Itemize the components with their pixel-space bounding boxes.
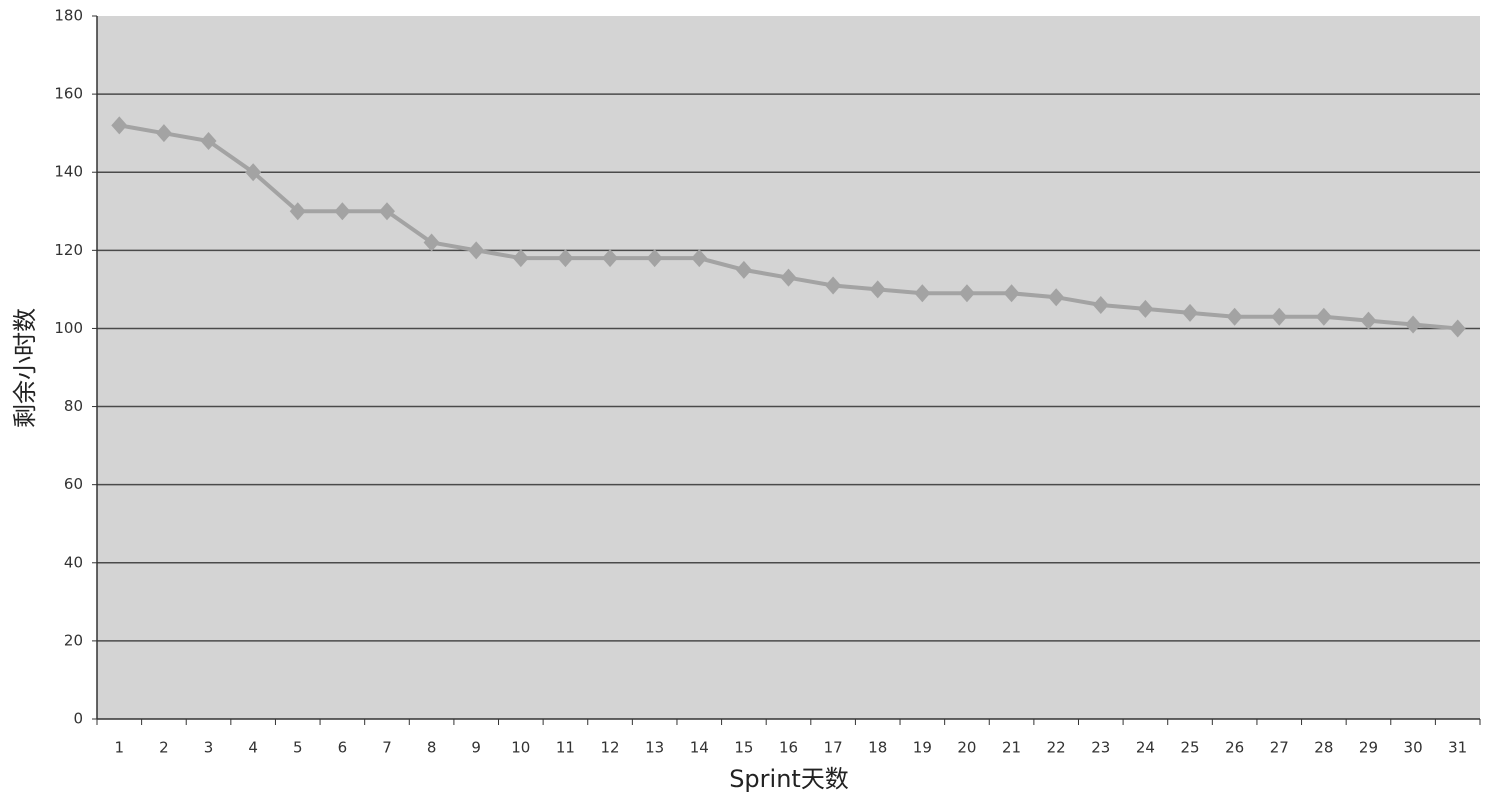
marker	[646, 249, 663, 268]
x-tick-label: 24	[1136, 739, 1155, 757]
y-tick-label: 20	[64, 631, 83, 649]
marker	[602, 249, 619, 268]
x-tick-label: 31	[1448, 739, 1467, 757]
x-tick-label: 27	[1270, 739, 1289, 757]
x-tick-label: 25	[1180, 739, 1199, 757]
marker	[1405, 315, 1422, 334]
marker	[245, 163, 262, 182]
y-tick-label: 40	[64, 553, 83, 571]
marker	[200, 131, 217, 150]
marker	[423, 233, 440, 252]
marker	[557, 249, 574, 268]
x-tick-label: 26	[1225, 739, 1244, 757]
marker	[1271, 307, 1288, 326]
plot-area	[97, 16, 1480, 719]
x-tick-label: 18	[868, 739, 887, 757]
marker	[1048, 288, 1065, 307]
x-tick-label: 13	[645, 739, 664, 757]
x-tick-label: 12	[601, 739, 620, 757]
marker	[1226, 307, 1243, 326]
x-tick-label: 22	[1047, 739, 1066, 757]
x-tick-label: 6	[338, 739, 348, 757]
x-tick-label: 30	[1404, 739, 1423, 757]
marker	[378, 202, 395, 221]
y-tick-label: 140	[54, 163, 83, 181]
marker	[958, 284, 975, 303]
x-tick-label: 3	[204, 739, 214, 757]
marker	[1137, 299, 1154, 318]
x-tick-label: 14	[690, 739, 709, 757]
marker	[1182, 303, 1199, 322]
y-axis-title: 剩余小时数	[11, 308, 39, 428]
x-tick-label: 29	[1359, 739, 1378, 757]
x-tick-label: 28	[1314, 739, 1333, 757]
x-tick-label: 20	[957, 739, 976, 757]
y-tick-label: 0	[73, 710, 83, 728]
marker	[1360, 311, 1377, 330]
x-tick-label: 2	[159, 739, 169, 757]
x-tick-label: 19	[913, 739, 932, 757]
y-tick-label: 180	[54, 7, 83, 25]
marker	[691, 249, 708, 268]
marker	[825, 276, 842, 295]
x-tick-label: 17	[824, 739, 843, 757]
y-tick-label: 160	[54, 85, 83, 103]
x-tick-label: 5	[293, 739, 303, 757]
x-tick-label: 1	[115, 739, 125, 757]
x-tick-label: 8	[427, 739, 437, 757]
x-tick-label: 16	[779, 739, 798, 757]
x-tick-label: 9	[471, 739, 481, 757]
x-tick-label: 21	[1002, 739, 1021, 757]
marker	[512, 249, 529, 268]
x-axis-title: Sprint天数	[729, 765, 849, 793]
x-tick-label: 11	[556, 739, 575, 757]
y-tick-label: 60	[64, 475, 83, 493]
marker	[155, 124, 172, 143]
marker	[869, 280, 886, 299]
x-tick-label: 4	[248, 739, 258, 757]
marker	[334, 202, 351, 221]
marker	[1003, 284, 1020, 303]
marker	[780, 268, 797, 287]
marker	[1315, 307, 1332, 326]
marker	[111, 116, 128, 135]
y-tick-label: 100	[54, 319, 83, 337]
x-tick-label: 15	[734, 739, 753, 757]
marker	[1449, 319, 1466, 338]
x-tick-label: 23	[1091, 739, 1110, 757]
marker	[468, 241, 485, 260]
marker	[914, 284, 931, 303]
y-tick-label: 80	[64, 397, 83, 415]
marker	[735, 260, 752, 279]
y-tick-label: 120	[54, 241, 83, 259]
x-tick-label: 10	[511, 739, 530, 757]
marker	[1092, 296, 1109, 315]
marker	[289, 202, 306, 221]
x-tick-label: 7	[382, 739, 392, 757]
